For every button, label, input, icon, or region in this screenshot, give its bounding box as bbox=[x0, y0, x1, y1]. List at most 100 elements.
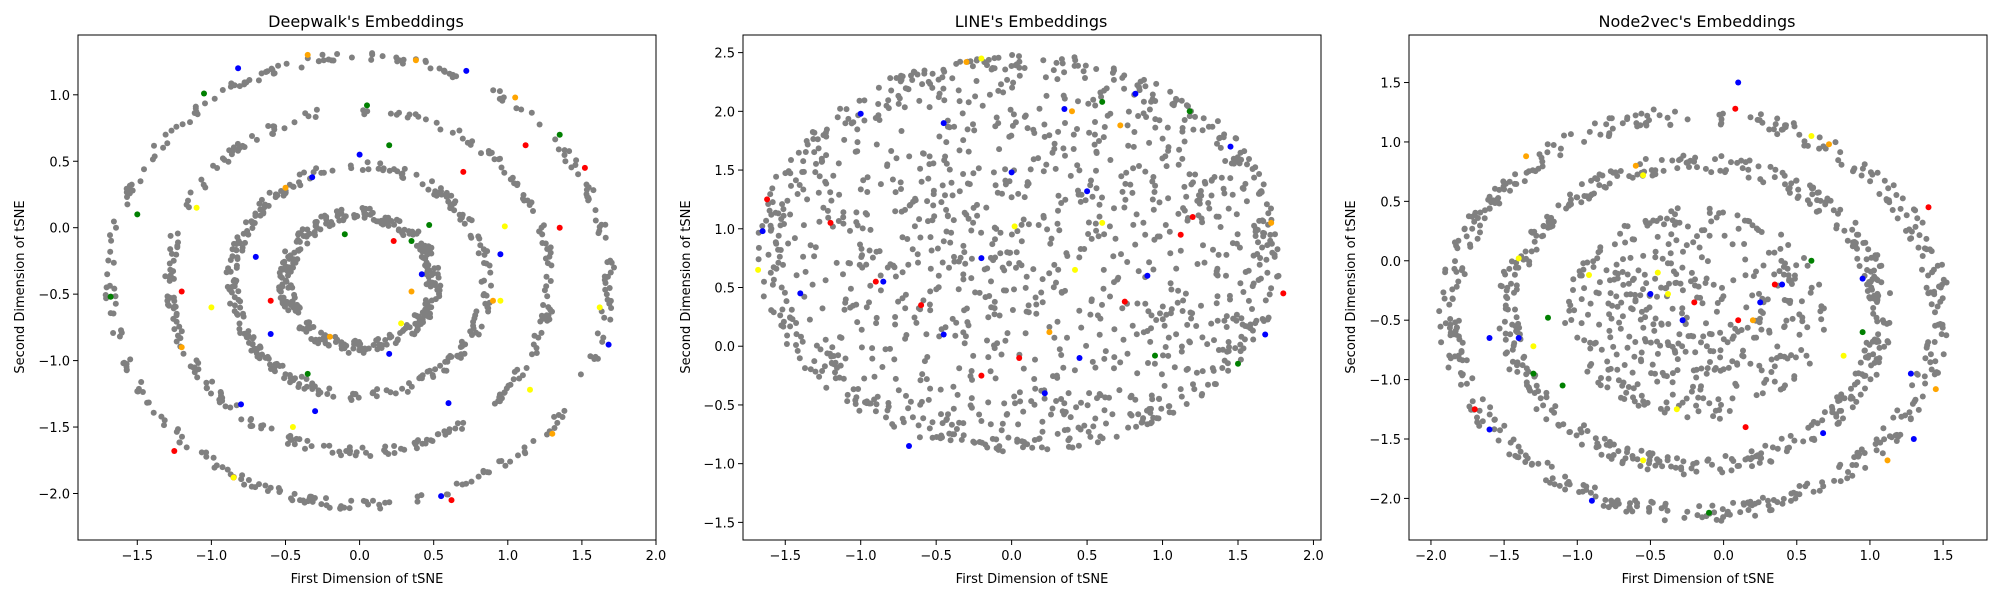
grey-point bbox=[1274, 273, 1281, 280]
blue-point bbox=[1679, 317, 1686, 324]
grey-point bbox=[775, 232, 782, 239]
grey-point bbox=[784, 332, 791, 339]
grey-point bbox=[1060, 364, 1067, 371]
grey-point bbox=[568, 164, 575, 171]
grey-point bbox=[330, 57, 337, 64]
grey-point bbox=[1507, 331, 1514, 338]
grey-point bbox=[211, 95, 218, 102]
grey-point bbox=[818, 158, 825, 165]
blue-point bbox=[252, 253, 259, 260]
grey-point bbox=[107, 248, 114, 255]
grey-point bbox=[833, 259, 840, 266]
grey-point bbox=[1710, 413, 1717, 420]
grey-point bbox=[1773, 355, 1780, 361]
grey-point bbox=[1629, 369, 1636, 376]
grey-point bbox=[226, 147, 233, 154]
grey-point bbox=[1804, 480, 1811, 487]
grey-point bbox=[998, 351, 1005, 358]
grey-point bbox=[1495, 195, 1502, 201]
grey-point bbox=[1660, 167, 1667, 174]
grey-point bbox=[282, 371, 289, 378]
grey-point bbox=[326, 385, 333, 392]
grey-point bbox=[323, 220, 330, 227]
grey-point bbox=[1566, 202, 1572, 209]
grey-point bbox=[1608, 315, 1615, 322]
grey-point bbox=[231, 302, 238, 309]
grey-point bbox=[991, 342, 997, 349]
grey-point bbox=[202, 184, 209, 191]
grey-point bbox=[1614, 275, 1621, 282]
grey-point bbox=[1808, 284, 1815, 291]
grey-point bbox=[332, 339, 339, 345]
grey-point bbox=[245, 334, 252, 341]
y-tick-label: −1.0 bbox=[1369, 374, 1401, 389]
grey-point bbox=[1075, 62, 1081, 69]
grey-point bbox=[1440, 289, 1447, 296]
grey-point bbox=[1148, 325, 1154, 332]
grey-point bbox=[1122, 180, 1129, 187]
grey-point bbox=[1016, 389, 1023, 396]
grey-point bbox=[1680, 471, 1687, 478]
grey-point bbox=[1886, 319, 1893, 326]
grey-point bbox=[1733, 382, 1740, 389]
grey-point bbox=[544, 431, 550, 438]
grey-point bbox=[487, 150, 494, 157]
grey-point bbox=[1586, 128, 1593, 135]
grey-point bbox=[1127, 411, 1134, 417]
grey-point bbox=[1259, 217, 1266, 224]
grey-point bbox=[1009, 52, 1016, 58]
grey-point bbox=[1617, 230, 1624, 237]
grey-point bbox=[899, 295, 906, 302]
grey-point bbox=[583, 191, 590, 198]
grey-point bbox=[1549, 475, 1556, 482]
grey-point bbox=[1909, 382, 1916, 389]
grey-point bbox=[1512, 171, 1519, 178]
grey-point bbox=[1717, 347, 1724, 354]
grey-point bbox=[1078, 191, 1085, 198]
grey-point bbox=[113, 224, 119, 231]
grey-point bbox=[1853, 462, 1860, 468]
grey-point bbox=[1864, 267, 1871, 273]
grey-point bbox=[427, 283, 434, 290]
grey-point bbox=[1791, 437, 1798, 444]
grey-point bbox=[1136, 163, 1142, 169]
grey-point bbox=[850, 386, 857, 393]
grey-point bbox=[1783, 448, 1790, 455]
grey-point bbox=[434, 286, 441, 293]
grey-point bbox=[1621, 396, 1628, 402]
grey-point bbox=[1119, 305, 1126, 312]
grey-point bbox=[1101, 355, 1108, 362]
blue-point bbox=[940, 120, 947, 127]
grey-point bbox=[1191, 386, 1198, 393]
grey-point bbox=[1247, 321, 1254, 328]
grey-point bbox=[1252, 164, 1259, 171]
grey-point bbox=[1879, 317, 1886, 324]
grey-point bbox=[787, 170, 794, 177]
grey-point bbox=[1064, 426, 1071, 433]
grey-point bbox=[242, 239, 248, 246]
grey-point bbox=[1241, 336, 1248, 343]
grey-point bbox=[1774, 343, 1781, 350]
grey-point bbox=[164, 140, 171, 147]
grey-point bbox=[1576, 489, 1583, 495]
grey-point bbox=[308, 443, 315, 450]
grey-point bbox=[422, 116, 429, 123]
grey-point bbox=[996, 146, 1003, 153]
grey-point bbox=[460, 419, 467, 426]
grey-point bbox=[425, 274, 432, 280]
grey-point bbox=[432, 188, 439, 195]
grey-point bbox=[1852, 370, 1859, 377]
grey-point bbox=[1598, 346, 1605, 353]
grey-point bbox=[495, 398, 502, 404]
grey-point bbox=[144, 399, 151, 406]
grey-point bbox=[1885, 185, 1892, 192]
grey-point bbox=[1002, 177, 1009, 184]
grey-point bbox=[1016, 53, 1022, 60]
grey-point bbox=[1041, 395, 1048, 402]
grey-point bbox=[187, 363, 194, 370]
grey-point bbox=[810, 136, 817, 142]
grey-point bbox=[1062, 196, 1069, 203]
grey-point bbox=[1827, 197, 1834, 204]
grey-point bbox=[1096, 213, 1103, 220]
grey-point bbox=[1657, 405, 1664, 412]
